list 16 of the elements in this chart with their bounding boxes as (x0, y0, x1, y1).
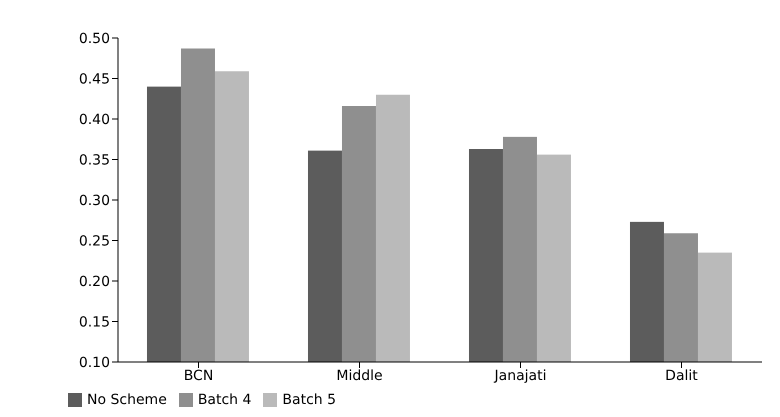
x-tick-label: Middle (336, 368, 383, 384)
y-tick-label: 0.45 (78, 71, 110, 88)
x-tick-label: Dalit (665, 368, 698, 384)
y-tick-label: 0.40 (78, 112, 110, 128)
legend-label: No Scheme (86, 392, 167, 408)
y-tick-label: 0.15 (78, 314, 110, 330)
y-tick-label: 0.35 (78, 152, 110, 168)
y-tick-label: 0.10 (78, 354, 110, 371)
y-tick-label: 0.50 (78, 30, 110, 47)
legend-label: Batch 4 (196, 392, 252, 408)
x-tick-label: Janajati (493, 368, 547, 384)
legend-label: Batch 5 (281, 392, 336, 408)
y-tick-label: 0.30 (78, 192, 110, 209)
y-tick-label: 0.25 (78, 233, 110, 250)
y-tick-label: 0.20 (78, 274, 110, 290)
x-tick-label: BCN (184, 368, 214, 384)
